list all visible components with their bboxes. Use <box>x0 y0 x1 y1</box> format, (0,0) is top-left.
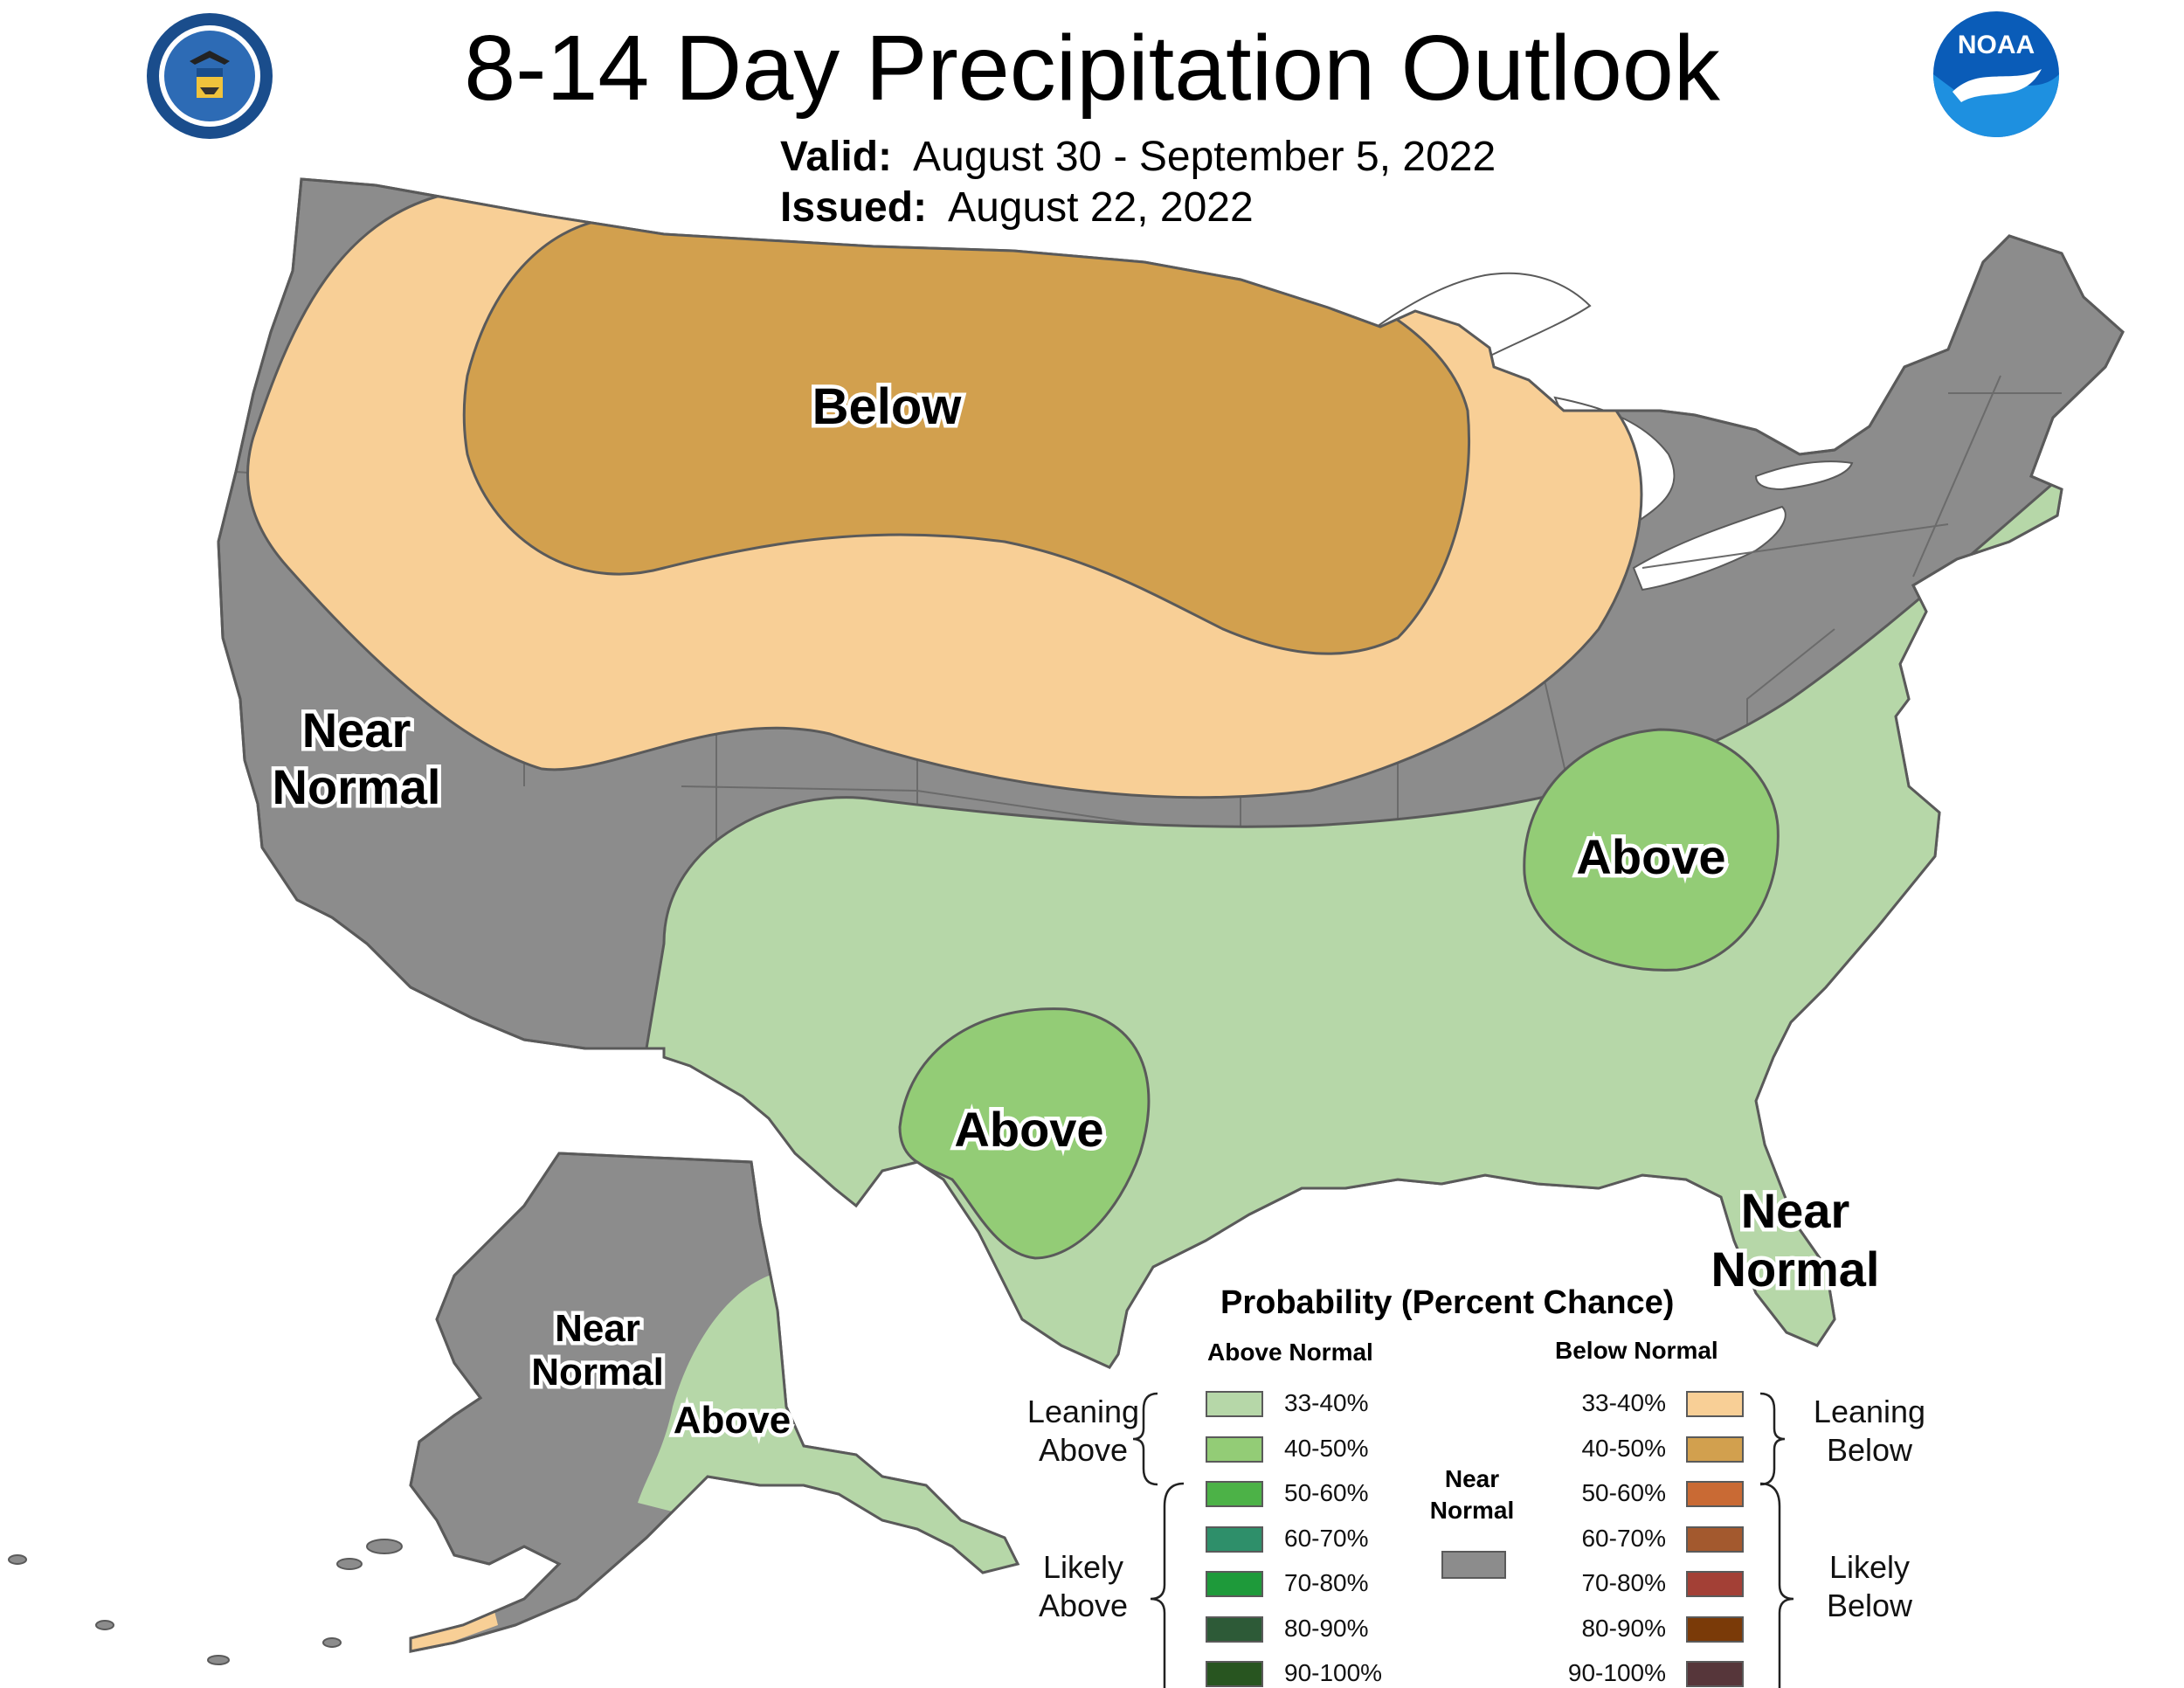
label-near-normal-west-line1: Near <box>302 702 411 758</box>
legend-below-label-5: 80-90% <box>1581 1614 1666 1642</box>
label-near-normal-alaska-line2: Normal <box>531 1351 664 1394</box>
leaning-above-line1: Leaning <box>1026 1394 1140 1429</box>
legend-below-label-1: 40-50% <box>1581 1434 1666 1462</box>
legend-above-label-3: 60-70% <box>1284 1524 1369 1552</box>
legend-above-label-2: 50-60% <box>1284 1479 1369 1506</box>
likely-above-line1: Likely <box>1042 1549 1124 1585</box>
likely-above-line2: Above <box>1038 1588 1129 1623</box>
legend-above-label-6: 90-100% <box>1284 1659 1383 1686</box>
valid-dates: Valid: August 30 - September 5, 2022 <box>780 133 1496 181</box>
legend-above-label-0: 33-40% <box>1284 1389 1369 1416</box>
legend-braces <box>1132 1392 1794 1688</box>
label-near-normal-florida-line1: Near <box>1741 1183 1850 1238</box>
legend-above-label-1: 40-50% <box>1284 1434 1369 1462</box>
leaning-below-line2: Below <box>1826 1432 1913 1468</box>
label-above-texas: Above <box>954 1102 1103 1157</box>
legend-title: Probability (Percent Chance) <box>1220 1284 1675 1321</box>
legend-leaning-below: Leaning Below <box>1791 1393 1948 1470</box>
lake-erie <box>1632 505 1787 591</box>
legend-above-swatch-6 <box>1206 1661 1263 1687</box>
legend-above-label-4: 70-80% <box>1284 1569 1369 1596</box>
legend-likely-above: Likely Above <box>1005 1548 1162 1625</box>
legend-above-swatch-2 <box>1206 1481 1263 1507</box>
noaa-logo: NOAA <box>1930 8 2063 141</box>
legend-above-swatch-0 <box>1206 1391 1263 1417</box>
issued-value: August 22, 2022 <box>948 184 1254 231</box>
valid-label: Valid: <box>780 134 893 180</box>
legend-below-label-0: 33-40% <box>1581 1389 1666 1416</box>
label-near-normal-alaska-line1: Near <box>555 1307 640 1350</box>
lake-ontario <box>1754 460 1854 491</box>
legend-below-swatch-3 <box>1686 1525 1744 1553</box>
issued-label: Issued: <box>780 184 928 231</box>
legend-below-swatch-4 <box>1686 1571 1744 1597</box>
legend-leaning-above: Leaning Above <box>1005 1393 1162 1470</box>
label-above-southeast: Above <box>1576 829 1725 884</box>
legend-near-normal: Near Normal <box>1420 1463 1524 1526</box>
legend-below-label-4: 70-80% <box>1581 1569 1666 1596</box>
near-normal-line1: Near <box>1444 1465 1500 1492</box>
label-below: Below <box>812 378 963 435</box>
leaning-below-line1: Leaning <box>1813 1394 1926 1429</box>
legend-below-swatch-5 <box>1686 1615 1744 1643</box>
legend-near-normal-swatch <box>1441 1551 1506 1579</box>
legend-below-label-6: 90-100% <box>1567 1659 1666 1686</box>
legend-likely-below: Likely Below <box>1791 1548 1948 1625</box>
label-near-normal-west-line2: Normal <box>273 759 441 814</box>
likely-below-line2: Below <box>1826 1588 1913 1623</box>
legend-below-header: Below Normal <box>1555 1337 1718 1364</box>
legend-below-label-2: 50-60% <box>1581 1479 1666 1506</box>
legend-above-label-5: 80-90% <box>1284 1614 1369 1642</box>
leaning-above-line2: Above <box>1038 1432 1129 1468</box>
legend-above-swatch-3 <box>1206 1525 1263 1553</box>
legend-below-swatch-6 <box>1686 1661 1744 1687</box>
legend-above-header: Above Normal <box>1207 1339 1373 1366</box>
valid-value: August 30 - September 5, 2022 <box>913 134 1496 180</box>
legend-below-swatch-2 <box>1686 1481 1744 1507</box>
likely-below-line1: Likely <box>1828 1549 1911 1585</box>
issued-date: Issued: August 22, 2022 <box>780 183 1254 232</box>
legend-above-swatch-4 <box>1206 1571 1263 1597</box>
legend-below-swatch-1 <box>1686 1435 1744 1463</box>
doc-seal-logo <box>147 13 273 139</box>
near-normal-line2: Normal <box>1429 1497 1515 1524</box>
legend-below-swatch-0 <box>1686 1391 1744 1417</box>
legend-above-swatch-1 <box>1206 1435 1263 1463</box>
page-title: 8-14 Day Precipitation Outlook <box>464 17 1720 120</box>
legend-above-swatch-5 <box>1206 1615 1263 1643</box>
noaa-logo-text: NOAA <box>1958 31 2035 59</box>
label-above-alaska: Above <box>674 1399 791 1442</box>
legend-below-label-3: 60-70% <box>1581 1524 1666 1552</box>
label-near-normal-florida-line2: Normal <box>1711 1242 1880 1297</box>
alaska-islands <box>8 1539 403 1665</box>
